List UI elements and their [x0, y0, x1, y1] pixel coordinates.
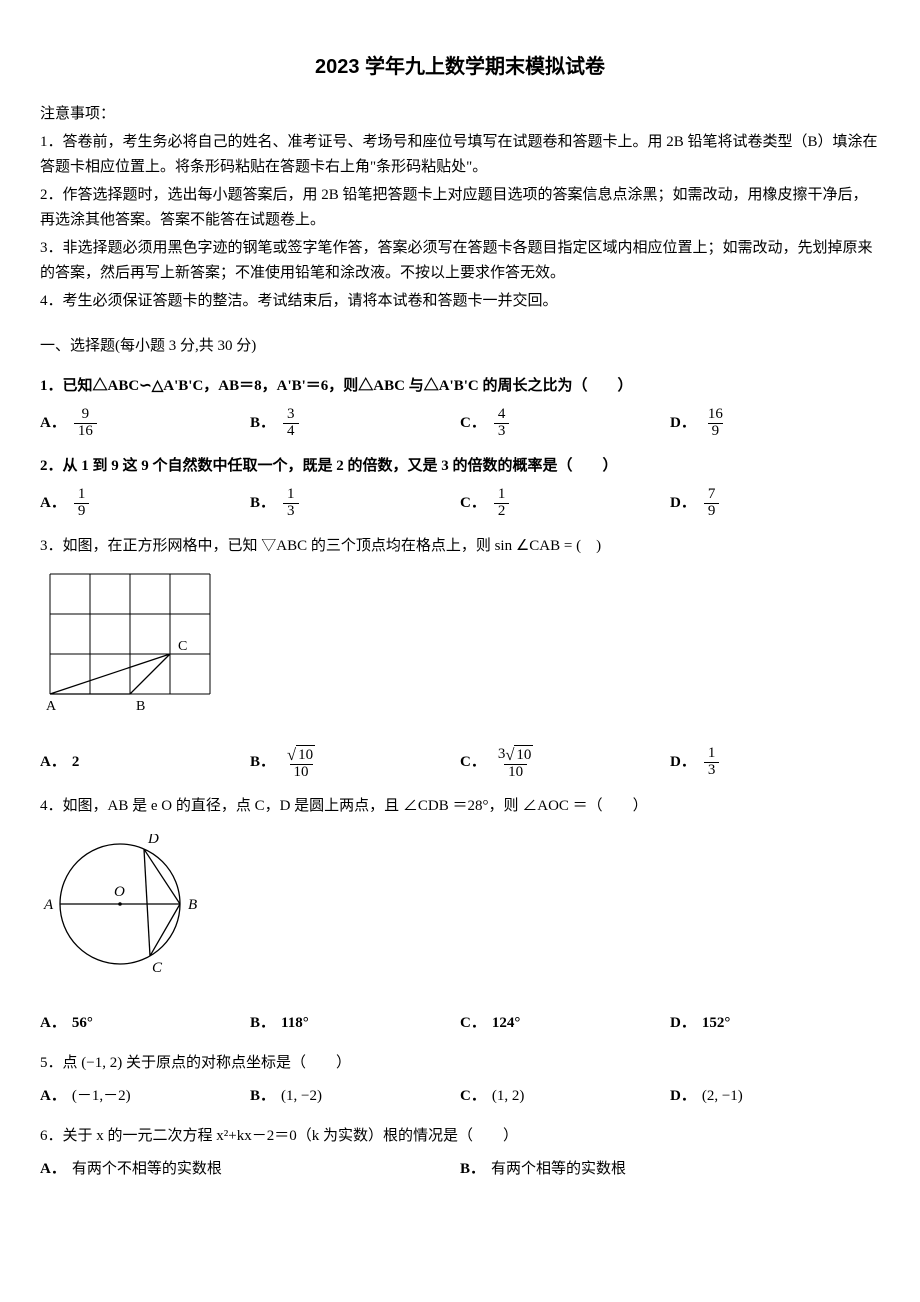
opt-label: D．	[670, 411, 696, 437]
q3-options: A． 2 B． √10 10 C． 3√10 10 D． 13	[40, 745, 880, 781]
q3-opt-a[interactable]: A． 2	[40, 745, 250, 781]
q2-options: A． 19 B． 13 C． 12 D． 79	[40, 487, 880, 520]
svg-text:A: A	[43, 897, 54, 913]
q2-opt-c[interactable]: C． 12	[460, 487, 670, 520]
q3-opt-d[interactable]: D． 13	[670, 745, 880, 781]
q2-opt-d[interactable]: D． 79	[670, 487, 880, 520]
fraction: 4 3	[494, 407, 510, 440]
q6-opt-a[interactable]: A．有两个不相等的实数根	[40, 1157, 460, 1183]
q5-opt-a[interactable]: A．(－1,－2)	[40, 1084, 250, 1110]
q6-opt-b[interactable]: B．有两个相等的实数根	[460, 1157, 880, 1183]
svg-text:O: O	[114, 884, 125, 900]
q4-opt-a[interactable]: A．56°	[40, 1011, 250, 1037]
opt-label: A．	[40, 411, 66, 437]
q5-options: A．(－1,－2) B．(1, −2) C．(1, 2) D．(2, −1)	[40, 1084, 880, 1110]
q6-stem: 6．关于 x 的一元二次方程 x²+kx－2＝0（k 为实数）根的情况是（ ）	[40, 1124, 880, 1150]
svg-text:B: B	[136, 699, 145, 714]
fraction: 9 16	[74, 407, 97, 440]
opt-label: B．	[250, 411, 275, 437]
q1-opt-a[interactable]: A． 9 16	[40, 407, 250, 440]
q4-opt-b[interactable]: B．118°	[250, 1011, 460, 1037]
page-title: 2023 学年九上数学期末模拟试卷	[40, 50, 880, 84]
q5-opt-d[interactable]: D．(2, −1)	[670, 1084, 880, 1110]
q3-figure: A B C	[40, 569, 880, 729]
q1-options: A． 9 16 B． 3 4 C． 4 3 D． 16 9	[40, 407, 880, 440]
fraction: 3 4	[283, 407, 299, 440]
svg-text:C: C	[178, 639, 187, 654]
q1-opt-b[interactable]: B． 3 4	[250, 407, 460, 440]
q3-opt-b[interactable]: B． √10 10	[250, 745, 460, 781]
svg-text:B: B	[188, 897, 197, 913]
q4-stem: 4．如图，AB 是 e O 的直径，点 C，D 是圆上两点，且 ∠CDB ＝28…	[40, 794, 880, 820]
fraction: 16 9	[704, 407, 727, 440]
q6-options: A．有两个不相等的实数根 B．有两个相等的实数根	[40, 1157, 880, 1183]
q5-opt-b[interactable]: B．(1, −2)	[250, 1084, 460, 1110]
q5-stem: 5．点 (−1, 2) 关于原点的对称点坐标是（ ）	[40, 1051, 880, 1077]
notice-item: 4．考生必须保证答题卡的整洁。考试结束后，请将本试卷和答题卡一并交回。	[40, 289, 880, 315]
q2-opt-b[interactable]: B． 13	[250, 487, 460, 520]
notice-item: 1．答卷前，考生务必将自己的姓名、准考证号、考场号和座位号填写在试题卷和答题卡上…	[40, 130, 880, 181]
q4-figure: A B O C D	[40, 834, 880, 994]
q2-stem: 2．从 1 到 9 这 9 个自然数中任取一个，既是 2 的倍数，又是 3 的倍…	[40, 454, 880, 480]
opt-label: C．	[460, 411, 486, 437]
notice-item: 2．作答选择题时，选出每小题答案后，用 2B 铅笔把答题卡上对应题目选项的答案信…	[40, 183, 880, 234]
section-heading: 一、选择题(每小题 3 分,共 30 分)	[40, 334, 880, 360]
q3-opt-c[interactable]: C． 3√10 10	[460, 745, 670, 781]
svg-text:C: C	[152, 960, 163, 976]
svg-text:D: D	[147, 834, 159, 847]
q4-options: A．56° B．118° C．124° D．152°	[40, 1011, 880, 1037]
q1-stem: 1．已知△ABC∽△A'B'C，AB＝8，A'B'＝6，则△ABC 与△A'B'…	[40, 374, 880, 400]
notice-heading: 注意事项：	[40, 102, 880, 128]
notice-item: 3．非选择题必须用黑色字迹的钢笔或签字笔作答，答案必须写在答题卡各题目指定区域内…	[40, 236, 880, 287]
q1-opt-d[interactable]: D． 16 9	[670, 407, 880, 440]
q2-opt-a[interactable]: A． 19	[40, 487, 250, 520]
q1-opt-c[interactable]: C． 4 3	[460, 407, 670, 440]
svg-text:A: A	[46, 699, 57, 714]
q3-stem: 3．如图，在正方形网格中，已知 ▽ABC 的三个顶点均在格点上，则 sin ∠C…	[40, 534, 880, 560]
q5-opt-c[interactable]: C．(1, 2)	[460, 1084, 670, 1110]
q4-opt-d[interactable]: D．152°	[670, 1011, 880, 1037]
q4-opt-c[interactable]: C．124°	[460, 1011, 670, 1037]
